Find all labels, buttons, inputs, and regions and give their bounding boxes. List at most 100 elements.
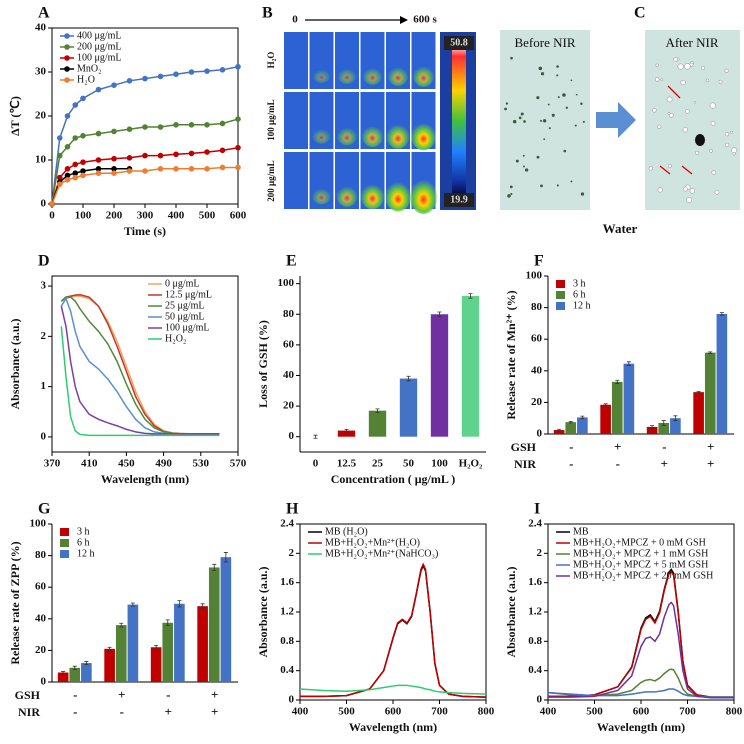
x-tick-label: 0 — [313, 458, 319, 470]
y-tick-label: 30 — [35, 66, 47, 78]
particle — [543, 138, 546, 141]
particle — [515, 159, 519, 163]
x-tick-label: 700 — [431, 706, 448, 718]
y-tick-label: 0 — [41, 430, 47, 442]
bar — [162, 622, 174, 682]
y-tick-label: 1.6 — [280, 576, 294, 588]
legend-label: MB (H₂O) — [325, 526, 368, 537]
point — [204, 122, 210, 128]
y-tick-label: 2 — [41, 330, 47, 342]
point — [56, 135, 63, 141]
legend-label: MB+H₂O₂+ MPCZ + 20 mM GSH — [573, 570, 713, 581]
x-tick-label: 400 — [168, 210, 185, 222]
y-tick-label: 2 — [289, 547, 295, 559]
table-cell: + — [211, 687, 218, 702]
bar — [220, 557, 232, 682]
point — [142, 152, 148, 159]
series-line — [548, 568, 734, 698]
point — [111, 166, 117, 172]
hot-spot — [337, 126, 357, 146]
y-axis-title: Loss of GSH (%) — [256, 320, 270, 408]
particle — [510, 56, 513, 60]
bar — [81, 663, 92, 682]
particle — [518, 116, 522, 120]
legend-marker — [64, 55, 70, 61]
error-bar — [119, 622, 124, 628]
hot-spot — [386, 123, 410, 149]
point — [235, 63, 241, 70]
series-line — [51, 65, 239, 205]
table-cell: + — [661, 456, 668, 471]
particle — [565, 106, 568, 109]
bar — [368, 410, 387, 437]
hot-spot — [312, 128, 331, 144]
arrow-head — [400, 16, 408, 24]
hot-spot — [336, 185, 358, 207]
point — [126, 78, 133, 84]
bubble — [725, 142, 730, 147]
x-tick-label: 800 — [726, 706, 743, 718]
particle — [540, 72, 545, 76]
y-tick-label: 1.2 — [280, 606, 294, 618]
bar — [611, 381, 623, 434]
error-bar — [696, 391, 701, 394]
point — [219, 164, 226, 171]
bar — [693, 392, 704, 434]
y-tick-label: 0 — [41, 198, 47, 210]
particle — [556, 74, 559, 77]
hot-spot — [411, 121, 436, 151]
y-tick-label: 40 — [531, 364, 543, 376]
y-tick-label: 60 — [531, 333, 543, 345]
particle — [522, 154, 525, 157]
point — [64, 166, 71, 172]
hot-spot — [361, 124, 384, 148]
y-tick-label: 1.2 — [528, 606, 542, 618]
hot-spot — [409, 178, 438, 214]
bubble — [731, 147, 738, 154]
particle — [575, 93, 578, 96]
x-tick-label: 200 — [106, 210, 123, 222]
bubble — [685, 197, 692, 204]
table-cell: + — [165, 704, 172, 719]
scale-min: 19.9 — [450, 194, 468, 205]
y-tick-label: 20 — [35, 110, 47, 122]
point — [173, 122, 179, 128]
table-cell: - — [166, 687, 170, 702]
bubble — [685, 109, 690, 114]
y-tick-label: 20 — [35, 644, 47, 656]
bubble — [695, 150, 700, 155]
table-row-label: GSH — [511, 440, 537, 454]
x-tick-label: 410 — [81, 458, 98, 470]
particle — [524, 168, 529, 172]
bar — [150, 647, 162, 682]
particle — [543, 119, 547, 123]
particle — [540, 184, 543, 188]
bar — [430, 314, 449, 437]
row-label: 100 μg/mL — [266, 99, 276, 140]
bar — [104, 648, 115, 682]
scale-max: 50.8 — [450, 37, 468, 48]
x-tick-label: 100 — [75, 210, 92, 222]
error-bar — [661, 420, 666, 426]
error-bar — [406, 375, 411, 382]
y-tick-label: 2 — [537, 547, 543, 559]
bubble — [724, 132, 730, 137]
x-tick-label: 600 — [385, 706, 402, 718]
legend-label: MB+H₂O₂+ MPCZ + 5 mM GSH — [573, 559, 708, 570]
bubble — [660, 78, 663, 81]
plot-frame — [51, 275, 239, 453]
bubble — [667, 164, 672, 168]
legend-label: H₂O — [77, 74, 95, 85]
bubble — [705, 78, 710, 82]
particle — [536, 155, 540, 159]
bubble — [676, 57, 680, 61]
legend-swatch — [556, 291, 565, 299]
hot-spot — [360, 182, 385, 210]
particle — [563, 149, 567, 153]
hot-spot — [413, 65, 434, 87]
error-bar — [375, 408, 380, 413]
point — [80, 133, 86, 139]
bubble — [682, 126, 688, 133]
y-tick-label: 40 — [283, 369, 295, 381]
bar — [127, 604, 139, 682]
